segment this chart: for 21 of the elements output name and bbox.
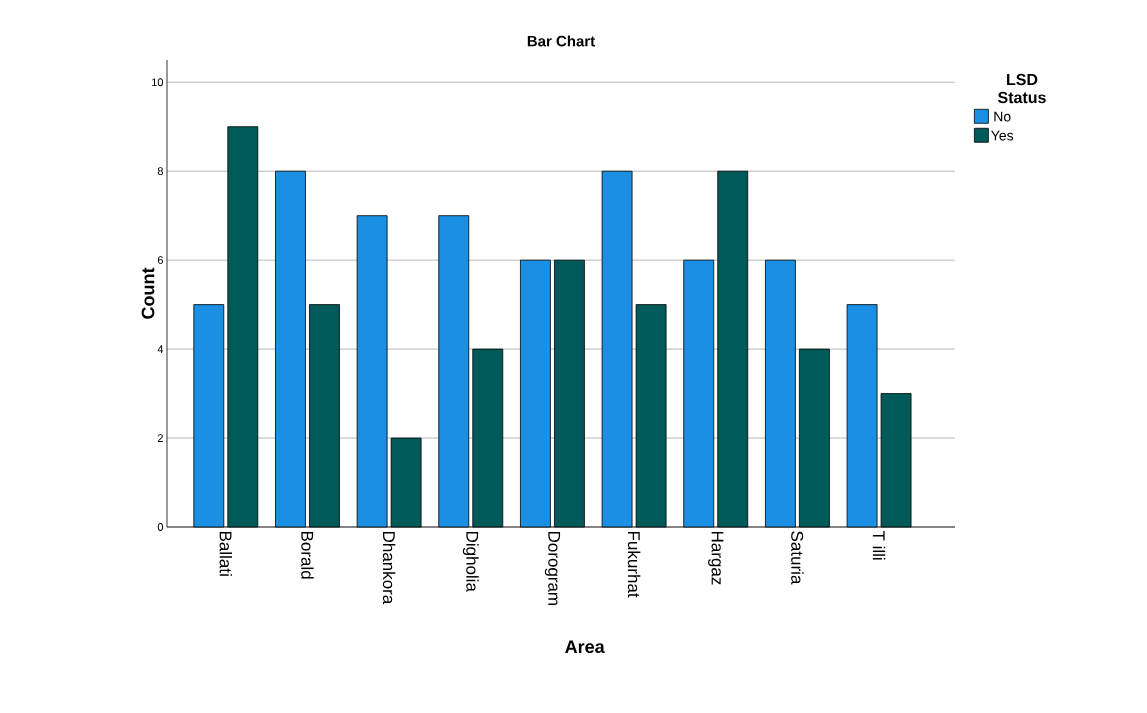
y-tick-label: 0 [157, 523, 164, 531]
x-tick-label: Dorogram [544, 531, 561, 605]
y-axis-title: Count [141, 267, 155, 319]
x-tick-label: Borald [301, 531, 314, 579]
chart-title: Bar Chart [527, 35, 595, 47]
legend-label: No [994, 111, 1011, 122]
x-axis-title: Area [565, 640, 605, 654]
y-tick-label: 4 [157, 345, 164, 353]
legend-title: LSD Status [998, 73, 1046, 104]
x-tick-label: Dhankora [382, 531, 396, 605]
x-tick-label: Hargaz [708, 531, 724, 585]
y-tick-label: 6 [157, 256, 163, 265]
x-tick-label: Saturia [791, 531, 804, 585]
y-tick-label: 8 [157, 167, 163, 176]
y-tick-label: 10 [152, 78, 164, 87]
x-tick-label: Ballati [219, 531, 233, 576]
x-tick-label: Digholia [462, 531, 479, 592]
x-tick-label: T illi [872, 530, 886, 560]
x-tick-label: Fukurhat [627, 531, 641, 598]
legend-label: Yes [991, 130, 1014, 141]
y-tick-label: 2 [157, 434, 163, 442]
